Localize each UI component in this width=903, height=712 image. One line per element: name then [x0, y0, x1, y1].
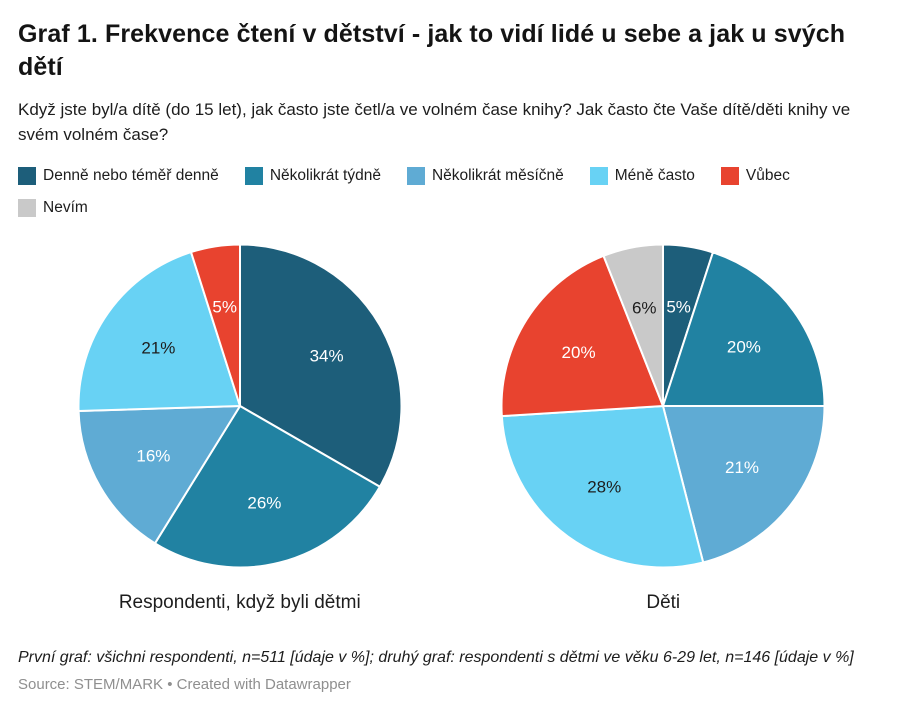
legend-swatch	[18, 198, 36, 217]
legend: Denně nebo téměř denně Několikrát týdně Ně…	[18, 166, 885, 217]
pie-figure-respondents: 34% 26% 16% 21% 5% Respondenti, když byli dě…	[28, 243, 452, 614]
pie-slice-3[interactable]	[662, 404, 826, 564]
pie-value-label: 6%	[632, 298, 657, 317]
pie-slice-6[interactable]	[602, 243, 665, 407]
legend-swatch	[18, 166, 36, 185]
chart-title: Graf 1. Frekvence čtení v dětství - jak …	[18, 20, 846, 81]
pie-caption-respondents: Respondenti, když byli dětmi	[118, 591, 361, 613]
pie-figure-children: 5% 20% 21% 28% 20% 6% Děti	[452, 243, 876, 614]
pie-value-label: 26%	[247, 493, 281, 512]
legend-label: Několikrát týdně	[269, 166, 381, 184]
legend-label: Několikrát měsíčně	[431, 166, 564, 184]
pie-slice-5[interactable]	[189, 243, 241, 407]
legend-item: Několikrát měsíčně	[406, 166, 564, 185]
chart-subtitle: Když jste byl/a dítě (do 15 let), jak ča…	[18, 100, 851, 144]
pie-value-label: 5%	[212, 298, 237, 317]
pie-slice-4[interactable]	[501, 404, 705, 569]
chart-footnote: První graf: všichni respondenti, n=511 […	[18, 648, 854, 666]
legend-swatch	[589, 166, 608, 185]
pie-slice-1[interactable]	[238, 243, 403, 488]
legend-swatch	[406, 166, 425, 185]
pie-chart-respondents: 34% 26% 16% 21% 5%	[77, 243, 403, 569]
pie-value-label: 16%	[136, 446, 170, 465]
legend-item: Několikrát týdně	[244, 166, 381, 185]
pie-value-label: 20%	[562, 343, 596, 362]
legend-swatch	[720, 166, 739, 185]
legend-item: Denně nebo téměř denně	[18, 166, 219, 185]
legend-item: Vůbec	[720, 166, 790, 185]
legend-item: Nevím	[18, 198, 88, 217]
legend-item: Méně často	[589, 166, 695, 185]
pie-charts-row: 34% 26% 16% 21% 5% Respondenti, když byli dě…	[18, 225, 885, 614]
pie-slice-2[interactable]	[153, 404, 381, 569]
legend-label: Méně často	[614, 166, 695, 184]
pie-chart-children: 5% 20% 21% 28% 20% 6%	[500, 243, 826, 569]
pie-value-label: 5%	[667, 298, 692, 317]
pie-value-label: 21%	[141, 339, 175, 358]
pie-value-label: 20%	[727, 338, 761, 357]
pie-caption-children: Děti	[646, 591, 681, 613]
legend-label: Nevím	[43, 198, 88, 216]
pie-slice-4[interactable]	[77, 251, 241, 412]
source-line: Source: STEM/MARK • Created with Datawra…	[18, 675, 351, 693]
pie-value-label: 28%	[587, 477, 621, 496]
legend-label: Denně nebo téměř denně	[43, 166, 219, 184]
pie-value-label: 34%	[309, 346, 343, 365]
pie-slice-3[interactable]	[77, 404, 241, 545]
pie-slice-5[interactable]	[500, 254, 665, 418]
pie-slice-2[interactable]	[662, 251, 826, 407]
legend-swatch	[244, 166, 263, 185]
pie-value-label: 21%	[725, 458, 759, 477]
legend-label: Vůbec	[745, 166, 790, 184]
